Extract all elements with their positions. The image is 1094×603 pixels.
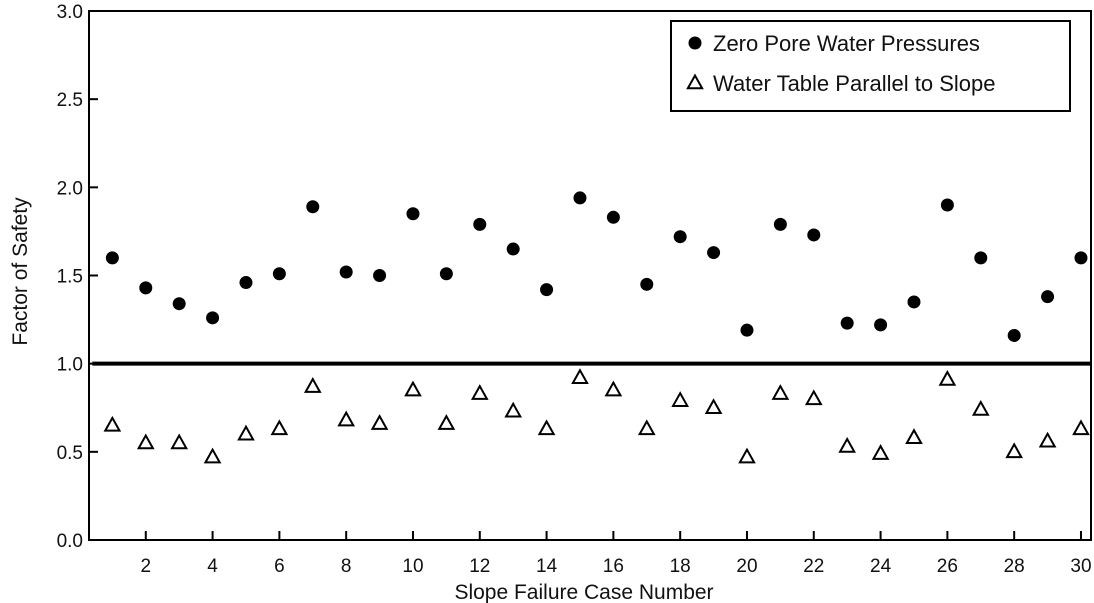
data-point-triangle bbox=[938, 369, 957, 386]
data-point-triangle bbox=[971, 399, 990, 416]
legend-entry-zero-pore-water-pressures: Zero Pore Water Pressures bbox=[713, 31, 980, 56]
data-point-circle bbox=[940, 198, 954, 212]
data-point-triangle bbox=[237, 424, 255, 441]
x-tick-label: 20 bbox=[736, 556, 757, 577]
data-point-circle bbox=[306, 200, 320, 214]
y-tick-label: 0.0 bbox=[57, 531, 83, 552]
x-tick-label: 18 bbox=[670, 556, 691, 577]
y-tick-label: 3.0 bbox=[57, 2, 83, 23]
legend-box bbox=[670, 20, 1071, 112]
data-point-circle bbox=[640, 277, 654, 291]
data-point-triangle bbox=[905, 428, 923, 444]
x-tick-label: 12 bbox=[469, 556, 490, 577]
legend: Zero Pore Water Pressures Water Table Pa… bbox=[670, 20, 1071, 112]
data-point-triangle bbox=[838, 436, 857, 453]
data-point-circle bbox=[540, 283, 554, 297]
series-water-table-parallel bbox=[103, 368, 1090, 464]
data-point-triangle bbox=[170, 433, 189, 450]
data-point-triangle bbox=[470, 384, 489, 400]
y-axis-title: Factor of Safety bbox=[9, 197, 32, 346]
x-tick-label: 24 bbox=[870, 556, 892, 577]
x-axis-title: Slope Failure Case Number bbox=[454, 581, 713, 603]
y-tick-label: 1.0 bbox=[57, 355, 83, 376]
data-point-triangle bbox=[203, 447, 222, 464]
data-point-triangle bbox=[136, 433, 155, 450]
data-point-circle bbox=[206, 311, 220, 325]
data-point-circle bbox=[807, 228, 821, 242]
data-point-circle bbox=[1041, 290, 1055, 304]
data-point-circle bbox=[874, 318, 888, 332]
data-point-circle bbox=[105, 251, 119, 265]
data-point-circle bbox=[773, 217, 787, 231]
data-point-triangle bbox=[771, 384, 790, 400]
data-point-triangle bbox=[437, 414, 456, 430]
x-tick-label: 4 bbox=[207, 556, 218, 577]
y-tick-label: 2.5 bbox=[57, 90, 83, 111]
data-point-triangle bbox=[671, 391, 690, 407]
data-point-circle bbox=[606, 210, 620, 224]
data-point-circle bbox=[907, 295, 921, 309]
data-point-circle bbox=[172, 297, 186, 311]
data-point-triangle bbox=[738, 447, 756, 464]
x-axis: 2 4 6 8 10 12 14 16 18 20 22 24 26 28 30 bbox=[140, 531, 1092, 577]
data-point-circle bbox=[506, 242, 520, 256]
data-point-triangle bbox=[804, 389, 823, 406]
data-point-triangle bbox=[270, 419, 289, 436]
data-point-circle bbox=[373, 269, 387, 282]
data-point-circle bbox=[673, 230, 687, 244]
data-point-triangle bbox=[704, 398, 723, 414]
data-point-triangle bbox=[604, 380, 623, 397]
data-point-circle bbox=[840, 316, 854, 330]
data-point-triangle bbox=[504, 401, 523, 418]
data-point-triangle bbox=[337, 410, 356, 427]
x-tick-label: 2 bbox=[140, 556, 151, 577]
x-tick-label: 6 bbox=[274, 556, 285, 577]
data-point-triangle bbox=[1005, 442, 1024, 459]
data-point-circle bbox=[740, 323, 754, 337]
data-point-triangle bbox=[103, 415, 122, 432]
data-point-circle bbox=[272, 267, 286, 281]
x-tick-label: 26 bbox=[937, 556, 958, 577]
data-point-triangle bbox=[637, 419, 656, 436]
data-point-circle bbox=[573, 191, 587, 205]
y-tick-label: 2.0 bbox=[57, 178, 83, 199]
data-point-circle bbox=[139, 281, 153, 295]
legend-entry-water-table-parallel-to-slope: Water Table Parallel to Slope bbox=[713, 71, 996, 96]
data-point-triangle bbox=[404, 380, 422, 397]
data-point-circle bbox=[1074, 251, 1088, 265]
y-tick-label: 0.5 bbox=[57, 443, 83, 464]
data-point-circle bbox=[1007, 328, 1021, 342]
data-point-circle bbox=[974, 251, 988, 265]
x-tick-label: 10 bbox=[402, 556, 423, 577]
data-point-triangle bbox=[537, 419, 556, 436]
x-tick-label: 8 bbox=[341, 556, 352, 577]
data-point-circle bbox=[406, 207, 420, 221]
y-tick-label: 1.5 bbox=[57, 267, 83, 288]
data-point-triangle bbox=[571, 368, 589, 385]
data-point-triangle bbox=[1038, 431, 1057, 448]
data-point-circle bbox=[239, 276, 253, 290]
data-point-triangle bbox=[303, 377, 322, 393]
x-tick-label: 16 bbox=[603, 556, 624, 577]
y-axis: 0.0 0.5 1.0 1.5 2.0 2.5 3.0 bbox=[57, 2, 98, 552]
legend-marker-filled-circle bbox=[688, 36, 702, 50]
data-point-circle bbox=[473, 217, 487, 231]
x-tick-label: 30 bbox=[1070, 556, 1091, 577]
data-point-circle bbox=[339, 265, 353, 279]
data-point-triangle bbox=[1072, 419, 1090, 436]
data-point-triangle bbox=[871, 444, 890, 460]
x-tick-label: 14 bbox=[536, 556, 558, 577]
data-point-triangle bbox=[370, 414, 389, 430]
legend-marker-open-triangle bbox=[686, 73, 704, 90]
data-point-circle bbox=[439, 267, 453, 281]
x-tick-label: 22 bbox=[803, 556, 824, 577]
x-tick-label: 28 bbox=[1004, 556, 1025, 577]
data-point-circle bbox=[707, 246, 721, 260]
series-zero-pore-water-pressures bbox=[105, 191, 1088, 342]
